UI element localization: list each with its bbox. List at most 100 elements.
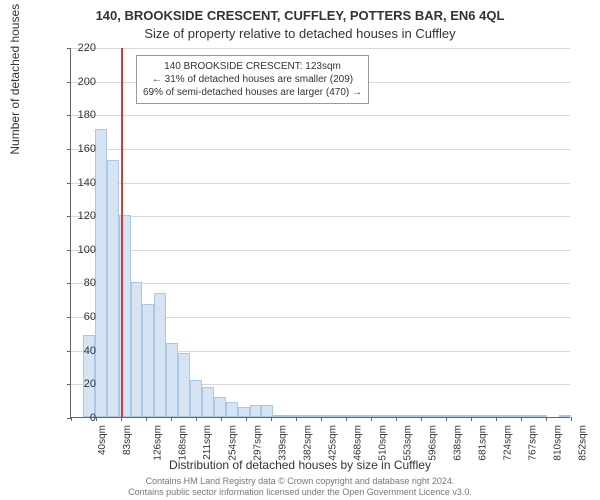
histogram-bar bbox=[357, 415, 369, 417]
annotation-line: 69% of semi-detached houses are larger (… bbox=[143, 86, 362, 99]
histogram-bar bbox=[488, 415, 500, 417]
histogram-bar bbox=[154, 293, 166, 417]
histogram-bar bbox=[166, 343, 178, 417]
y-tick-label: 160 bbox=[66, 143, 96, 155]
x-tick-label: 468sqm bbox=[353, 425, 364, 461]
x-tick-label: 126sqm bbox=[153, 425, 164, 461]
grid-line bbox=[71, 115, 570, 116]
histogram-bar bbox=[273, 415, 285, 417]
histogram-bar bbox=[392, 415, 404, 417]
x-tick bbox=[171, 417, 172, 421]
page-title-1: 140, BROOKSIDE CRESCENT, CUFFLEY, POTTER… bbox=[0, 8, 600, 23]
histogram-bar bbox=[500, 415, 512, 417]
y-tick-label: 20 bbox=[66, 378, 96, 390]
x-tick bbox=[321, 417, 322, 421]
x-tick bbox=[471, 417, 472, 421]
x-tick-label: 553sqm bbox=[403, 425, 414, 461]
grid-line bbox=[71, 149, 570, 150]
histogram-bar bbox=[261, 405, 273, 417]
annotation-line: 140 BROOKSIDE CRESCENT: 123sqm bbox=[143, 60, 362, 73]
histogram-bar bbox=[416, 415, 428, 417]
histogram-bar bbox=[202, 387, 214, 417]
property-marker-line bbox=[121, 48, 123, 417]
x-tick-label: 254sqm bbox=[228, 425, 239, 461]
histogram-bar bbox=[178, 353, 190, 417]
histogram-bar bbox=[404, 415, 416, 417]
histogram-bar bbox=[107, 160, 119, 417]
histogram-bar bbox=[190, 380, 202, 417]
x-tick-label: 767sqm bbox=[528, 425, 539, 461]
x-tick bbox=[346, 417, 347, 421]
histogram-bar bbox=[250, 405, 262, 417]
x-tick-label: 83sqm bbox=[122, 425, 133, 455]
histogram-bar bbox=[226, 402, 238, 417]
histogram-bar bbox=[428, 415, 440, 417]
x-tick-label: 852sqm bbox=[578, 425, 589, 461]
grid-line bbox=[71, 183, 570, 184]
x-tick bbox=[296, 417, 297, 421]
x-tick-label: 40sqm bbox=[97, 425, 108, 455]
y-tick-label: 200 bbox=[66, 76, 96, 88]
x-tick bbox=[521, 417, 522, 421]
y-tick-label: 220 bbox=[66, 42, 96, 54]
histogram-bar bbox=[95, 129, 107, 417]
x-tick bbox=[496, 417, 497, 421]
histogram-bar bbox=[321, 415, 333, 417]
x-tick bbox=[196, 417, 197, 421]
x-tick bbox=[146, 417, 147, 421]
histogram-bar bbox=[381, 415, 393, 417]
y-tick-label: 120 bbox=[66, 210, 96, 222]
y-tick-label: 80 bbox=[66, 277, 96, 289]
y-tick-label: 60 bbox=[66, 311, 96, 323]
footer-attribution: Contains HM Land Registry data © Crown c… bbox=[0, 476, 600, 498]
histogram-bar bbox=[476, 415, 488, 417]
histogram-bar bbox=[131, 282, 143, 417]
histogram-bar bbox=[452, 415, 464, 417]
histogram-bar bbox=[142, 304, 154, 417]
annotation-line: ← 31% of detached houses are smaller (20… bbox=[143, 73, 362, 86]
page-title-2: Size of property relative to detached ho… bbox=[0, 26, 600, 41]
x-tick-label: 425sqm bbox=[328, 425, 339, 461]
grid-line bbox=[71, 48, 570, 49]
histogram-bar bbox=[333, 415, 345, 417]
x-tick bbox=[396, 417, 397, 421]
y-tick-label: 40 bbox=[66, 345, 96, 357]
histogram-bar bbox=[297, 415, 309, 417]
histogram-bar bbox=[309, 415, 321, 417]
y-axis-label: Number of detached houses bbox=[8, 4, 22, 155]
chart-plot-area: 140 BROOKSIDE CRESCENT: 123sqm← 31% of d… bbox=[70, 48, 570, 418]
x-tick bbox=[121, 417, 122, 421]
x-tick bbox=[446, 417, 447, 421]
x-tick-label: 168sqm bbox=[178, 425, 189, 461]
annotation-box: 140 BROOKSIDE CRESCENT: 123sqm← 31% of d… bbox=[136, 55, 369, 104]
x-tick-label: 724sqm bbox=[503, 425, 514, 461]
x-tick bbox=[221, 417, 222, 421]
histogram-bar bbox=[238, 407, 250, 417]
x-tick-label: 638sqm bbox=[453, 425, 464, 461]
grid-line bbox=[71, 250, 570, 251]
x-tick-label: 596sqm bbox=[428, 425, 439, 461]
x-tick-label: 382sqm bbox=[303, 425, 314, 461]
x-tick bbox=[271, 417, 272, 421]
grid-line bbox=[71, 283, 570, 284]
x-tick bbox=[246, 417, 247, 421]
x-tick-label: 297sqm bbox=[253, 425, 264, 461]
y-tick-label: 0 bbox=[66, 412, 96, 424]
x-tick-label: 211sqm bbox=[202, 425, 213, 460]
x-tick-label: 510sqm bbox=[378, 425, 389, 461]
x-tick bbox=[546, 417, 547, 421]
y-tick-label: 140 bbox=[66, 177, 96, 189]
y-tick-label: 100 bbox=[66, 244, 96, 256]
x-tick bbox=[371, 417, 372, 421]
x-tick-label: 681sqm bbox=[478, 425, 489, 461]
footer-line-1: Contains HM Land Registry data © Crown c… bbox=[0, 476, 600, 487]
histogram-bar bbox=[559, 415, 571, 417]
x-tick-label: 339sqm bbox=[278, 425, 289, 461]
x-tick bbox=[571, 417, 572, 421]
histogram-bar bbox=[214, 397, 226, 417]
grid-line bbox=[71, 216, 570, 217]
y-tick-label: 180 bbox=[66, 109, 96, 121]
histogram-bar bbox=[523, 415, 535, 417]
histogram-bar bbox=[464, 415, 476, 417]
x-tick-label: 810sqm bbox=[553, 425, 564, 461]
